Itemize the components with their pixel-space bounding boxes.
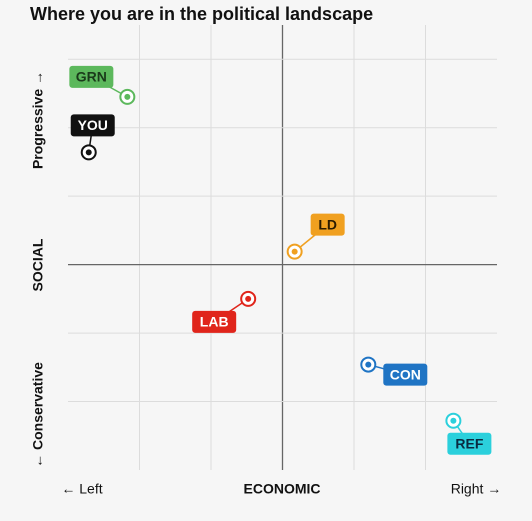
point-label: LAB	[192, 310, 237, 333]
y-bottom-label: ← Conservative	[30, 362, 46, 468]
point-center	[291, 248, 298, 255]
chart-title: Where you are in the political landscape	[30, 4, 373, 24]
label-box	[192, 310, 237, 333]
y-top-label: Progressive →	[30, 71, 46, 169]
grid	[68, 25, 497, 470]
point-center	[365, 361, 372, 368]
points: GRN YOU LD LAB CON REF	[69, 65, 492, 455]
label-box	[383, 363, 428, 386]
point-center	[245, 295, 252, 302]
point-label: GRN	[69, 65, 114, 88]
label-text: CON	[390, 366, 421, 382]
point-label: YOU	[70, 114, 115, 137]
label-text: LD	[318, 216, 337, 232]
label-text: GRN	[76, 69, 107, 85]
label-box	[447, 432, 492, 455]
point-label: LD	[310, 213, 345, 236]
label-text: REF	[455, 435, 483, 451]
point-label: CON	[383, 363, 428, 386]
x-axis-label: ECONOMIC	[244, 481, 321, 497]
label-text: LAB	[200, 314, 229, 330]
point-label: REF	[447, 432, 492, 455]
label-box	[310, 213, 345, 236]
point-center	[450, 417, 457, 424]
label-box	[70, 114, 115, 137]
label-text: YOU	[78, 117, 108, 133]
x-right-label: Right →	[451, 481, 502, 497]
y-axis-label: SOCIAL	[30, 238, 46, 291]
x-left-label: ← Left	[61, 481, 102, 497]
label-box	[69, 65, 114, 88]
point-center	[85, 149, 92, 156]
point-center	[124, 93, 131, 100]
